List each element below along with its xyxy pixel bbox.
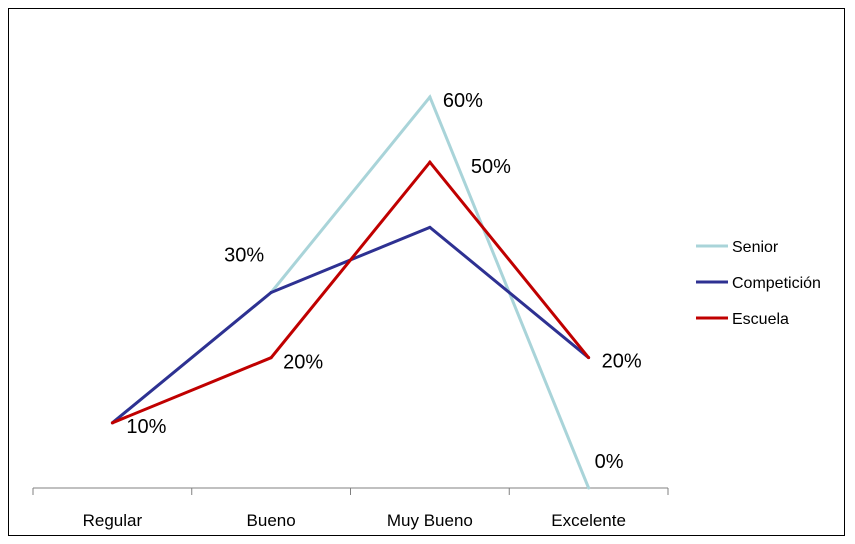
data-point-senior [428,95,432,99]
legend-label-senior: Senior [732,239,779,256]
x-axis: Regular Bueno Muy Bueno Excelente [32,487,669,530]
data-point-competicion [428,225,432,229]
series-line-senior [111,94,590,489]
x-tick-label-muy-bueno: Muy Bueno [387,511,473,530]
x-tick-label-excelente: Excelente [551,511,626,530]
data-point-senior [587,486,591,490]
data-label: 20% [602,351,642,373]
data-point-escuela [110,421,114,425]
data-label: 10% [126,416,166,438]
chart-frame [8,8,845,536]
x-tick-label-bueno: Bueno [247,511,296,530]
data-point-competicion [269,291,273,294]
series-lines [110,94,591,490]
data-label: 20% [283,352,323,374]
legend: Senior Competición Escuela [696,239,821,328]
legend-label-escuela: Escuela [732,311,789,328]
data-point-escuela [587,356,591,360]
data-label: 50% [471,156,511,178]
x-tick-label-regular: Regular [83,511,143,530]
data-label: 0% [595,451,624,473]
data-label: 60% [443,90,483,112]
series-line-escuela [111,159,590,425]
data-label: 30% [224,245,264,267]
legend-label-competicion: Competición [732,275,821,292]
data-point-escuela [428,160,432,164]
data-labels: 10% 30% 20% 60% 50% 20% 0% [126,90,641,473]
data-point-escuela [269,356,273,360]
